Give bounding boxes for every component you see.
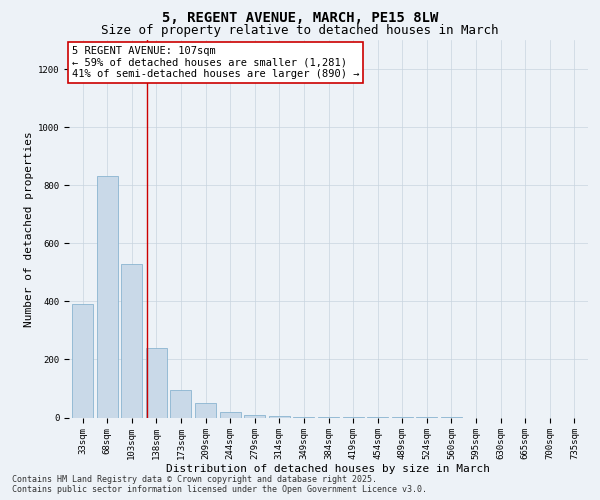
Bar [97,176,118,418]
Bar [293,416,314,418]
Bar [269,416,290,418]
Bar [244,414,265,418]
Bar [318,417,339,418]
Bar [121,264,142,418]
Y-axis label: Number of detached properties: Number of detached properties [23,131,34,326]
Bar [146,348,167,418]
Bar [220,412,241,418]
Bar [195,403,216,417]
Text: 5, REGENT AVENUE, MARCH, PE15 8LW: 5, REGENT AVENUE, MARCH, PE15 8LW [162,12,438,26]
Bar [170,390,191,417]
Text: 5 REGENT AVENUE: 107sqm
← 59% of detached houses are smaller (1,281)
41% of semi: 5 REGENT AVENUE: 107sqm ← 59% of detache… [71,46,359,79]
Bar [72,304,93,418]
X-axis label: Distribution of detached houses by size in March: Distribution of detached houses by size … [167,464,491,473]
Text: Size of property relative to detached houses in March: Size of property relative to detached ho… [101,24,499,37]
Text: Contains HM Land Registry data © Crown copyright and database right 2025.
Contai: Contains HM Land Registry data © Crown c… [12,474,427,494]
